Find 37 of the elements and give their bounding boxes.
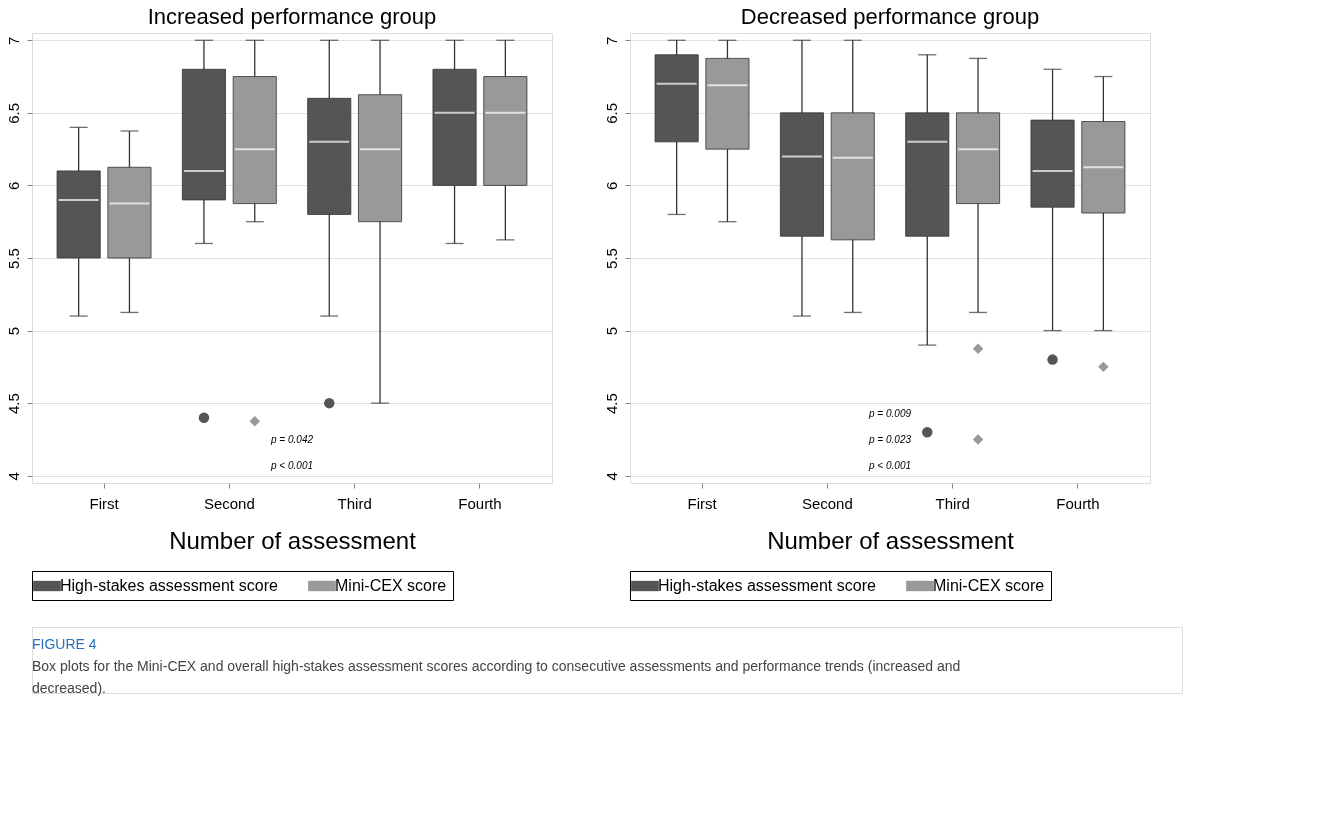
x-tick-label: Second	[801, 494, 853, 512]
x-tick-label: Third	[935, 494, 970, 512]
y-tick-label: 6	[4, 181, 22, 191]
annotation: p = 0.023	[868, 434, 912, 445]
y-tick-label: 5	[4, 326, 22, 336]
x-axis-title: Number of assessment	[169, 526, 417, 554]
x-tick-label: Fourth	[1056, 494, 1100, 512]
x-tick-label: First	[89, 494, 120, 512]
y-tick-label: 7	[4, 36, 22, 45]
annotation: p < 0.001	[868, 460, 911, 471]
annotation: p < 0.001	[270, 460, 313, 471]
legend-label: High-stakes assessment score	[658, 577, 876, 594]
y-tick-label: 6.5	[602, 102, 620, 124]
y-tick-label: 4.5	[602, 393, 620, 415]
y-tick-label: 5.5	[4, 248, 22, 269]
y-tick-label: 7	[602, 36, 620, 45]
y-tick-label: 6	[602, 181, 620, 191]
text: Box plots for the Mini-CEX and overall high-stakes assessment scores according to consecutive assessments and performance trends (increased and decreased).	[32, 658, 961, 696]
y-tick-label: 5	[602, 326, 620, 336]
chart-title: Decreased performance group	[740, 4, 1040, 29]
y-tick-label: 6.5	[4, 102, 22, 124]
legend-label: Mini-CEX score	[335, 577, 447, 594]
caption: FIGURE 4	[32, 636, 97, 652]
x-tick-label: First	[687, 494, 718, 512]
y-tick-label: 4	[602, 472, 620, 481]
x-axis-title: Number of assessment	[767, 526, 1015, 554]
y-tick-label: 4	[4, 472, 22, 481]
legend-label: Mini-CEX score	[933, 577, 1045, 594]
y-tick-label: 4.5	[4, 393, 22, 415]
chart-title: Increased performance group	[147, 4, 437, 29]
x-tick-label: Second	[203, 494, 255, 512]
annotation: p = 0.042	[270, 434, 314, 445]
x-tick-label: Third	[337, 494, 372, 512]
y-tick-label: 5.5	[602, 248, 620, 269]
legend-label: High-stakes assessment score	[60, 577, 278, 594]
x-tick-label: Fourth	[458, 494, 502, 512]
annotation: p = 0.009	[868, 408, 912, 419]
